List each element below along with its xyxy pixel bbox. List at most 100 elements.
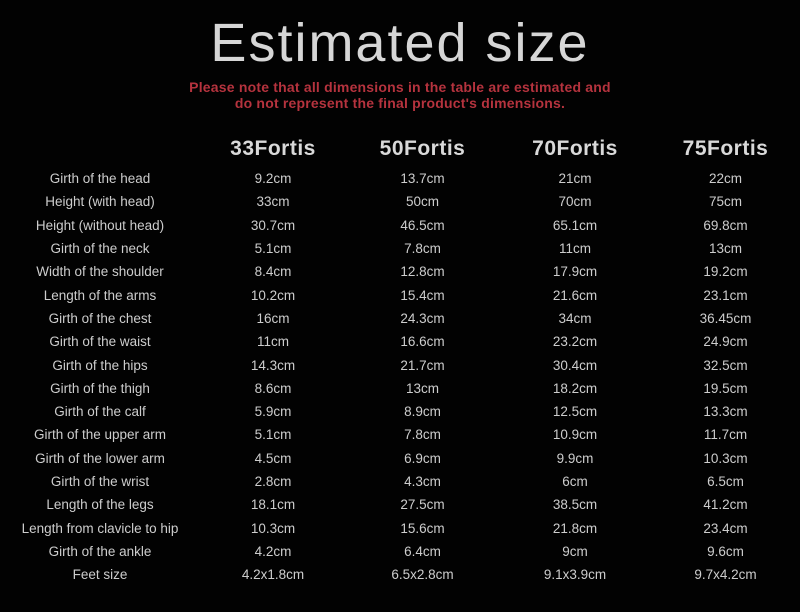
cell-value: 13cm — [405, 380, 439, 396]
cell-value: 13.3cm — [703, 404, 748, 420]
cell-value: 7.8cm — [404, 427, 441, 443]
cell-value: 34cm — [558, 310, 592, 326]
cell-value: 30.4cm — [552, 357, 598, 373]
cell-value: 11cm — [256, 334, 289, 350]
cell-value: 23.2cm — [552, 334, 598, 350]
cell-value: 9.9cm — [556, 450, 594, 466]
table-row: Girth of the head 9.2cm 13.7cm 21cm 22cm — [0, 167, 800, 190]
table-row: Girth of the waist 11cm 16.6cm 23.2cm 24.9cm — [0, 330, 800, 353]
cell-value: 10.3cm — [250, 520, 296, 536]
row-label: Girth of the ankle — [48, 543, 152, 559]
cell-value: 22cm — [708, 171, 742, 187]
table-row: Girth of the chest 16cm 24.3cm 34cm 36.45cm — [0, 307, 800, 330]
cell-value: 8.6cm — [254, 380, 292, 396]
row-label: Girth of the waist — [49, 334, 151, 350]
row-label: Width of the shoulder — [36, 264, 164, 280]
cell-value: 32.5cm — [703, 357, 748, 373]
cell-value: 2.8cm — [254, 474, 292, 489]
row-label: Girth of the head — [49, 171, 151, 187]
cell-value: 6.9cm — [404, 450, 441, 466]
table-row: Girth of the hips 14.3cm 21.7cm 30.4cm 32.5c… — [0, 353, 800, 376]
column-header: 50Fortis — [379, 137, 466, 160]
disclaimer-note: Please note that all dimensions in the t… — [0, 79, 800, 111]
table-row: Height (without head) 30.7cm 46.5cm 65.1cm 6… — [0, 214, 800, 237]
table-row: Height (with head) 33cm 50cm 70cm 75cm — [0, 190, 800, 213]
cell-value: 23.1cm — [703, 287, 748, 303]
cell-value: 75cm — [708, 194, 742, 210]
cell-value: 11.7cm — [703, 427, 748, 443]
cell-value: 14.3cm — [250, 357, 296, 373]
cell-value: 46.5cm — [400, 217, 445, 233]
cell-value: 33cm — [256, 194, 290, 210]
cell-value: 9.6cm — [707, 543, 744, 559]
cell-value: 9.2cm — [254, 171, 292, 187]
cell-value: 38.5cm — [552, 497, 598, 513]
row-label: Girth of the lower arm — [35, 450, 165, 466]
cell-value: 15.6cm — [400, 520, 445, 536]
table-row: Girth of the upper arm 5.1cm 7.8cm 10.9cm 11… — [0, 423, 800, 446]
disclaimer-line-2: do not represent the final product's dim… — [234, 95, 566, 111]
disclaimer-line-1: Please note that all dimensions in the t… — [189, 79, 611, 95]
cell-value: 5.1cm — [254, 241, 292, 257]
cell-value: 21.7cm — [400, 357, 445, 373]
cell-value: 6.5cm — [707, 474, 744, 489]
cell-value: 10.2cm — [250, 287, 296, 303]
cell-value: 16.6cm — [400, 334, 445, 350]
table-header-row: 33Fortis 50Fortis 70Fortis 75Fortis — [0, 134, 800, 164]
cell-value: 4.2x1.8cm — [241, 567, 305, 583]
row-label: Feet size — [72, 567, 128, 583]
column-header: 75Fortis — [682, 137, 769, 160]
row-label: Length from clavicle to hip — [21, 520, 179, 536]
table-row: Girth of the ankle 4.2cm 6.4cm 9cm 9.6cm — [0, 540, 800, 563]
cell-value: 36.45cm — [699, 310, 752, 326]
cell-value: 6.5x2.8cm — [391, 567, 454, 583]
cell-value: 21.8cm — [552, 520, 598, 536]
cell-value: 23.4cm — [703, 520, 748, 536]
cell-value: 11cm — [558, 241, 591, 257]
cell-value: 70cm — [558, 194, 592, 210]
cell-value: 4.5cm — [254, 450, 292, 466]
cell-value: 21cm — [558, 171, 592, 187]
cell-value: 27.5cm — [400, 497, 445, 513]
cell-value: 19.5cm — [703, 380, 748, 396]
cell-value: 9cm — [562, 543, 588, 559]
cell-value: 24.9cm — [703, 334, 748, 350]
cell-value: 7.8cm — [404, 241, 441, 257]
cell-value: 6cm — [562, 474, 588, 489]
cell-value: 15.4cm — [400, 287, 445, 303]
cell-value: 65.1cm — [552, 217, 598, 233]
cell-value: 8.9cm — [404, 404, 441, 420]
row-label: Girth of the hips — [52, 357, 148, 373]
cell-value: 69.8cm — [703, 217, 748, 233]
column-header: 33Fortis — [230, 137, 316, 160]
row-label: Height (without head) — [35, 217, 165, 233]
cell-value: 50cm — [405, 194, 439, 210]
cell-value: 4.2cm — [254, 543, 292, 559]
table-row: Length of the arms 10.2cm 15.4cm 21.6cm 23.1… — [0, 283, 800, 306]
cell-value: 8.4cm — [254, 264, 292, 280]
row-label: Girth of the calf — [54, 404, 146, 420]
cell-value: 13.7cm — [400, 171, 445, 187]
table-row: Girth of the wrist 2.8cm 4.3cm 6cm 6.5cm — [0, 470, 800, 493]
row-label: Height (with head) — [45, 194, 155, 210]
cell-value: 24.3cm — [400, 310, 445, 326]
cell-value: 9.1x3.9cm — [543, 567, 607, 583]
table-row: Feet size 4.2x1.8cm 6.5x2.8cm 9.1x3.9cm 9.7x… — [0, 563, 800, 586]
cell-value: 6.4cm — [404, 543, 441, 559]
table-row: Girth of the lower arm 4.5cm 6.9cm 9.9cm 10.… — [0, 447, 800, 470]
cell-value: 30.7cm — [250, 217, 296, 233]
cell-value: 10.3cm — [703, 450, 748, 466]
table-row: Length of the legs 18.1cm 27.5cm 38.5cm 41.2… — [0, 493, 800, 516]
cell-value: 17.9cm — [552, 264, 598, 280]
row-label: Girth of the chest — [48, 310, 152, 326]
cell-value: 19.2cm — [703, 264, 748, 280]
cell-value: 18.2cm — [552, 380, 598, 396]
cell-value: 5.1cm — [254, 427, 292, 443]
row-label: Girth of the neck — [50, 241, 150, 257]
cell-value: 12.5cm — [552, 404, 598, 420]
row-label: Girth of the upper arm — [33, 427, 167, 443]
row-label: Length of the arms — [43, 287, 157, 303]
cell-value: 10.9cm — [552, 427, 598, 443]
cell-value: 12.8cm — [400, 264, 445, 280]
